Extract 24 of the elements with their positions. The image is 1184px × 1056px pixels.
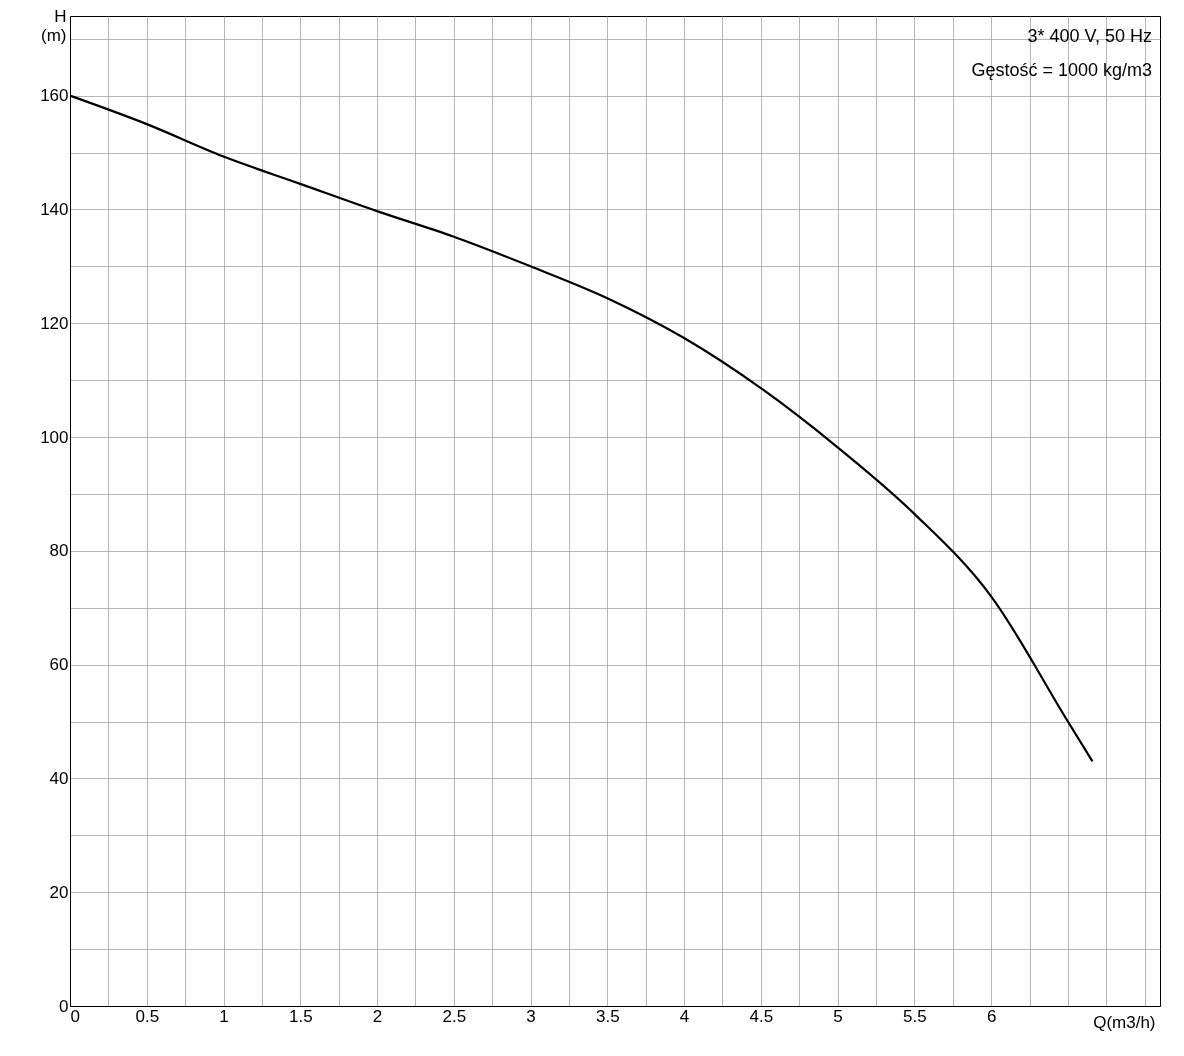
y-tick-label: 20 — [49, 882, 69, 902]
x-tick-label: 6 — [986, 1006, 997, 1026]
annotation: 3* 400 V, 50 Hz — [1027, 26, 1152, 46]
x-tick-label: 1 — [219, 1006, 229, 1026]
x-axis-title: Q(m3/h) — [1093, 1012, 1156, 1032]
y-tick-label: 100 — [40, 427, 69, 447]
x-tick-label: 5.5 — [903, 1006, 927, 1026]
x-tick-label: 4 — [679, 1006, 690, 1026]
annotation: Gęstość = 1000 kg/m3 — [971, 60, 1152, 80]
y-tick-label: 160 — [40, 86, 69, 106]
x-tick-label: 1.5 — [288, 1006, 313, 1026]
x-tick-label: 3.5 — [596, 1006, 620, 1026]
y-axis-title: H (m) — [41, 6, 67, 45]
x-tick-label: 2 — [372, 1006, 383, 1026]
y-tick-label: 140 — [40, 199, 69, 219]
y-tick-label: 120 — [40, 313, 69, 333]
x-tick-label: 5 — [833, 1006, 843, 1026]
y-tick-label: 60 — [49, 655, 69, 675]
x-tick-label: 0.5 — [135, 1006, 160, 1026]
x-tick-label: 4.5 — [749, 1006, 774, 1026]
y-tick-label: 80 — [49, 541, 69, 561]
x-tick-label: 3 — [526, 1006, 536, 1026]
y-tick-label: 40 — [49, 768, 69, 788]
x-tick-label: 2.5 — [442, 1006, 467, 1026]
